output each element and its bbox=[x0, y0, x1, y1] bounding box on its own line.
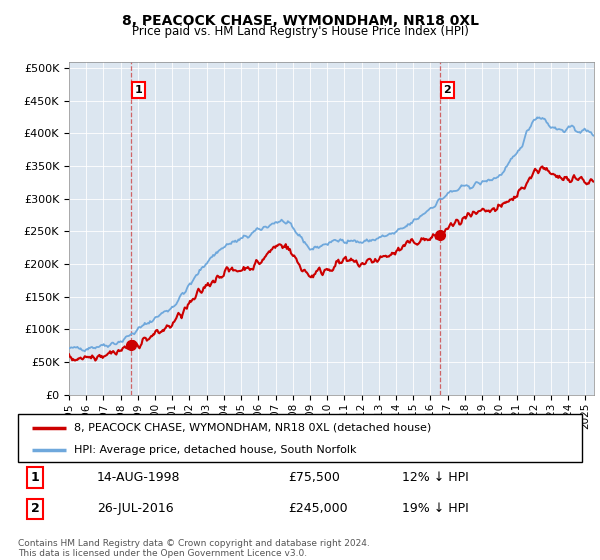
Text: 19% ↓ HPI: 19% ↓ HPI bbox=[401, 502, 468, 515]
Text: £75,500: £75,500 bbox=[289, 471, 341, 484]
Text: 1: 1 bbox=[135, 85, 143, 95]
Text: 12% ↓ HPI: 12% ↓ HPI bbox=[401, 471, 468, 484]
Text: 14-AUG-1998: 14-AUG-1998 bbox=[97, 471, 181, 484]
FancyBboxPatch shape bbox=[18, 414, 582, 462]
Text: HPI: Average price, detached house, South Norfolk: HPI: Average price, detached house, Sout… bbox=[74, 445, 357, 455]
Text: 8, PEACOCK CHASE, WYMONDHAM, NR18 0XL: 8, PEACOCK CHASE, WYMONDHAM, NR18 0XL bbox=[121, 14, 479, 28]
Text: 1: 1 bbox=[31, 471, 39, 484]
Text: 2: 2 bbox=[443, 85, 451, 95]
Text: £245,000: £245,000 bbox=[289, 502, 349, 515]
Text: Price paid vs. HM Land Registry's House Price Index (HPI): Price paid vs. HM Land Registry's House … bbox=[131, 25, 469, 38]
Text: Contains HM Land Registry data © Crown copyright and database right 2024.
This d: Contains HM Land Registry data © Crown c… bbox=[18, 539, 370, 558]
Text: 26-JUL-2016: 26-JUL-2016 bbox=[97, 502, 173, 515]
Text: 2: 2 bbox=[31, 502, 39, 515]
Text: 8, PEACOCK CHASE, WYMONDHAM, NR18 0XL (detached house): 8, PEACOCK CHASE, WYMONDHAM, NR18 0XL (d… bbox=[74, 423, 431, 433]
